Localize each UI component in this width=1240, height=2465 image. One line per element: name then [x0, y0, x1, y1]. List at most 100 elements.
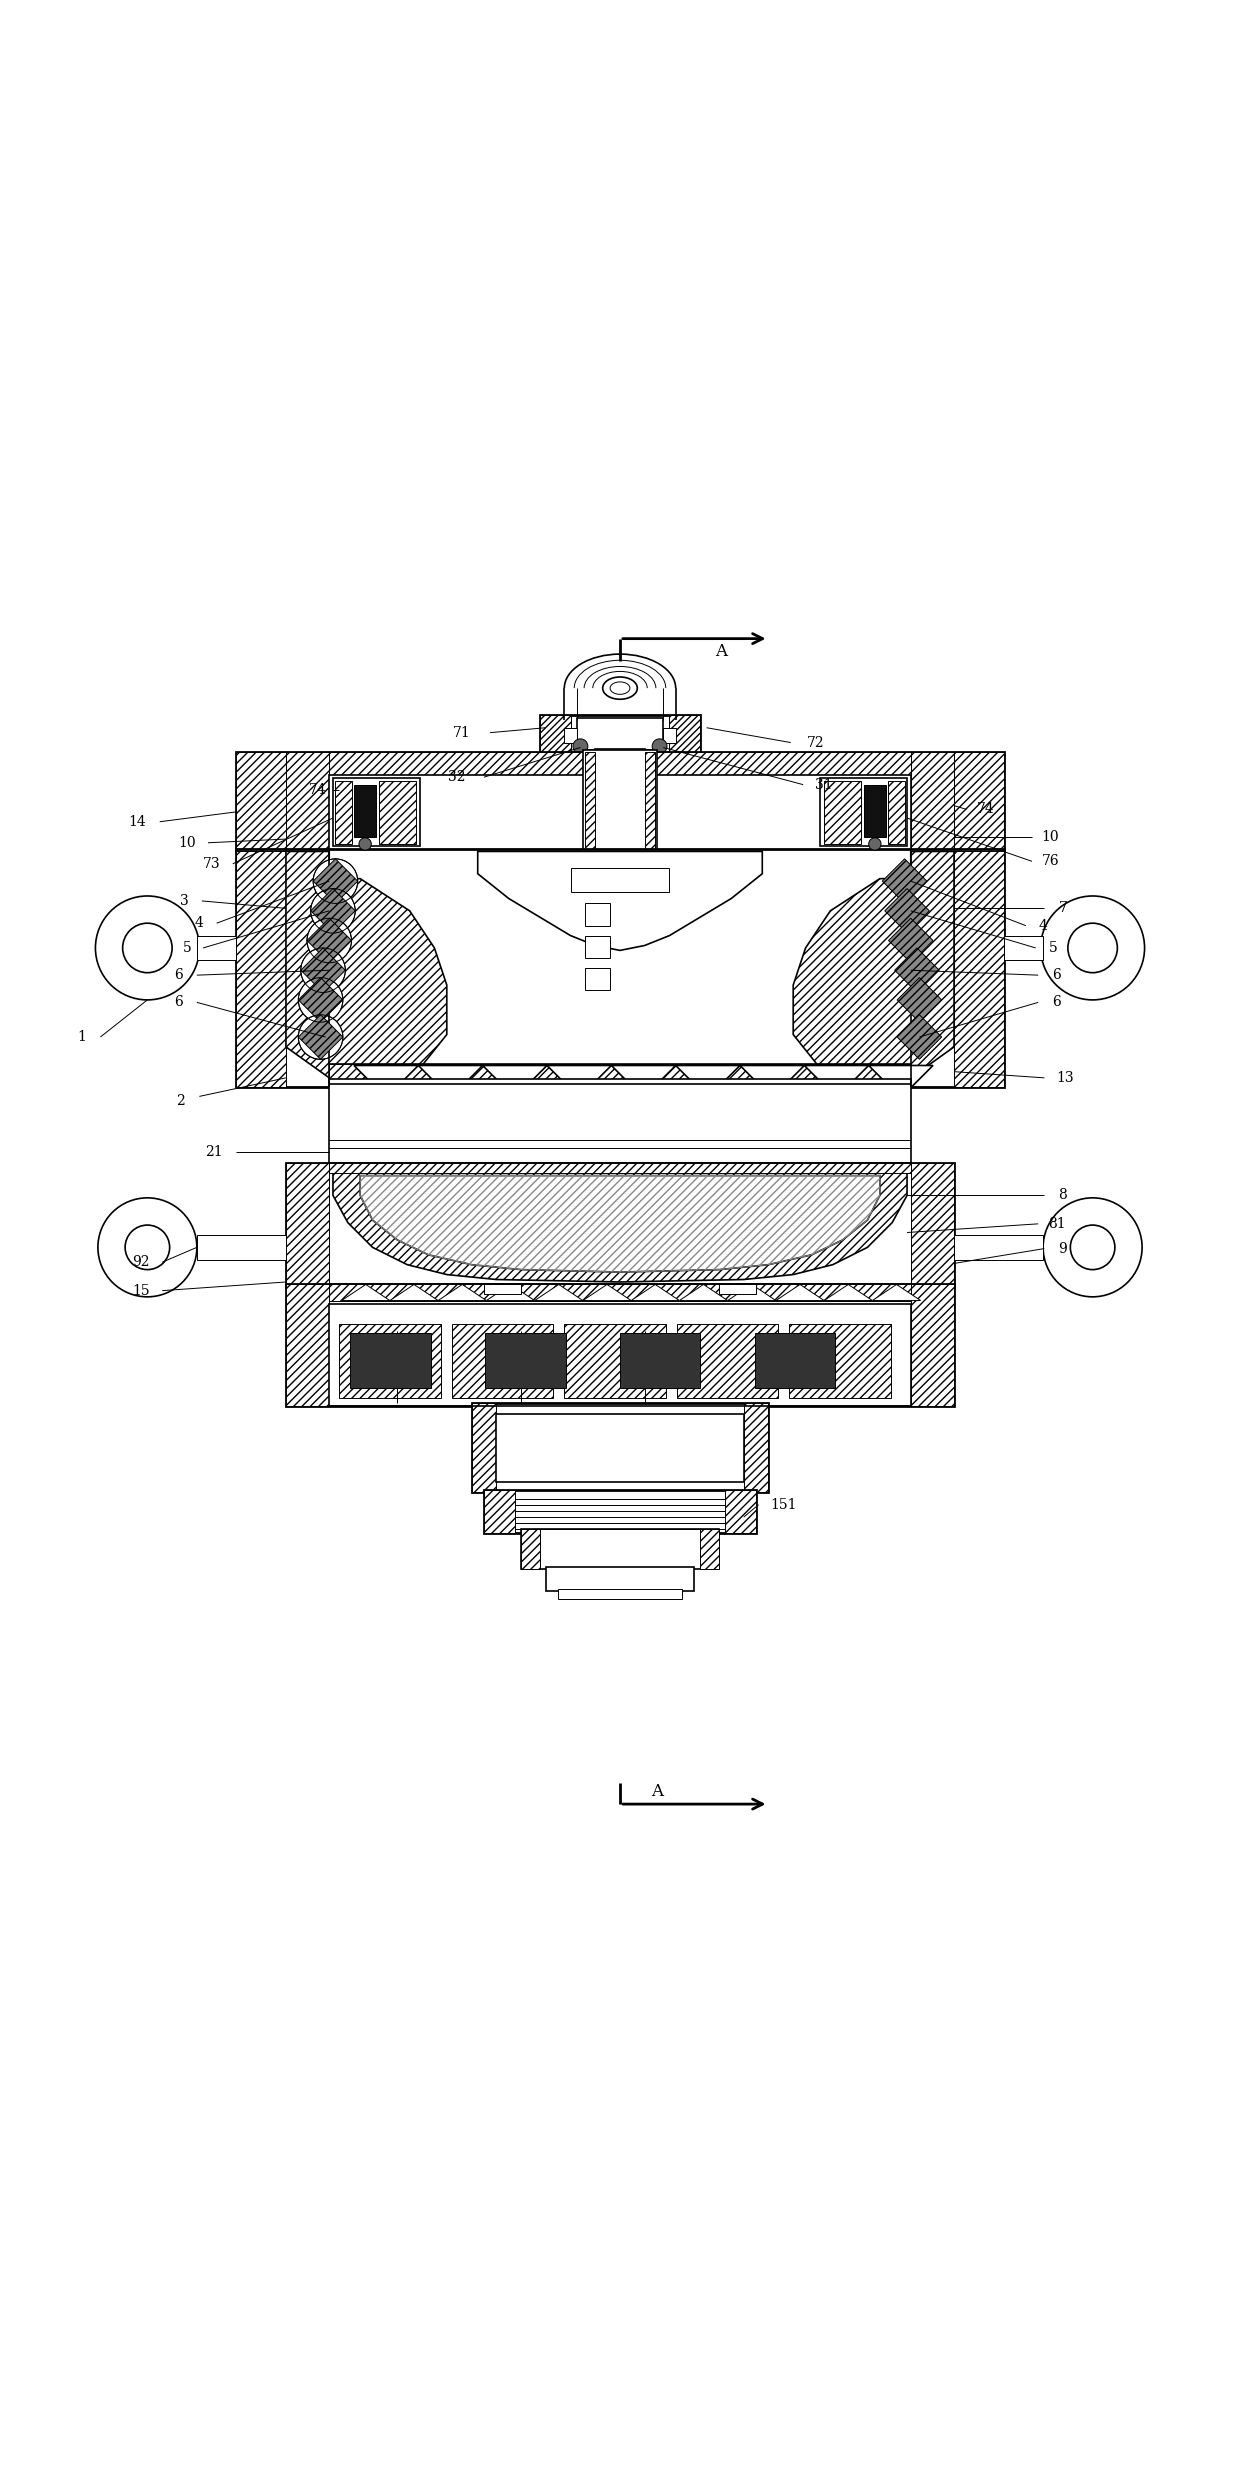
Polygon shape [360, 1176, 880, 1272]
Bar [546, 1568, 694, 1592]
Polygon shape [534, 1284, 583, 1302]
Text: 81: 81 [1048, 1218, 1065, 1230]
Text: 5: 5 [1049, 942, 1058, 954]
Bar [237, 752, 1003, 850]
Polygon shape [825, 781, 862, 843]
Polygon shape [471, 1403, 496, 1491]
Bar [583, 749, 657, 850]
Text: 9: 9 [1059, 1242, 1068, 1255]
Polygon shape [477, 850, 763, 951]
Text: A: A [651, 1782, 663, 1799]
Polygon shape [237, 850, 286, 1087]
Bar [564, 727, 577, 742]
Circle shape [95, 895, 200, 1001]
Bar [286, 1163, 954, 1287]
Polygon shape [334, 1171, 906, 1282]
Bar [471, 1403, 769, 1491]
Text: 92: 92 [133, 1255, 150, 1269]
Polygon shape [286, 752, 330, 850]
Circle shape [299, 979, 343, 1023]
Circle shape [1070, 1225, 1115, 1269]
Bar [539, 715, 701, 752]
Text: 76: 76 [1042, 855, 1059, 868]
Polygon shape [680, 1284, 728, 1302]
Polygon shape [342, 1284, 389, 1302]
Bar [1003, 937, 1043, 961]
Text: 14: 14 [129, 816, 146, 828]
Polygon shape [521, 1528, 539, 1570]
Polygon shape [301, 949, 345, 993]
Text: A: A [715, 643, 728, 661]
Bar [451, 1324, 553, 1398]
Polygon shape [583, 1284, 631, 1302]
Circle shape [123, 924, 172, 974]
Text: 4: 4 [1039, 919, 1048, 932]
Polygon shape [869, 1065, 932, 1097]
Polygon shape [883, 858, 926, 902]
Circle shape [358, 838, 371, 850]
Polygon shape [314, 858, 357, 902]
Polygon shape [547, 1065, 611, 1097]
Bar [570, 868, 670, 892]
Polygon shape [744, 1403, 769, 1491]
Bar [197, 1235, 286, 1260]
Polygon shape [418, 1065, 482, 1097]
Text: 1: 1 [77, 1030, 87, 1045]
Bar [286, 1284, 954, 1405]
Polygon shape [585, 752, 595, 850]
Text: 4: 4 [195, 917, 203, 929]
Polygon shape [670, 715, 701, 752]
Polygon shape [776, 1284, 825, 1302]
Text: 6: 6 [1053, 969, 1061, 981]
Polygon shape [299, 979, 343, 1023]
Bar [496, 1415, 744, 1481]
Text: 13: 13 [1056, 1070, 1074, 1085]
Bar [237, 848, 1003, 1087]
Bar [719, 1284, 756, 1294]
Bar [663, 727, 676, 742]
Polygon shape [740, 1065, 805, 1097]
Polygon shape [299, 1016, 343, 1060]
Bar [821, 779, 906, 845]
Polygon shape [897, 979, 941, 1023]
Polygon shape [286, 1163, 330, 1287]
Polygon shape [336, 781, 351, 843]
Text: 72: 72 [807, 735, 825, 749]
Polygon shape [954, 752, 1003, 850]
Bar [340, 1324, 440, 1398]
Bar [334, 779, 419, 845]
Bar [954, 1235, 1043, 1260]
Polygon shape [482, 1065, 547, 1097]
Polygon shape [825, 1284, 873, 1302]
Polygon shape [611, 1065, 676, 1097]
Text: 73: 73 [203, 858, 221, 870]
Bar [197, 937, 237, 961]
Circle shape [1068, 924, 1117, 974]
Bar [595, 749, 645, 769]
Bar [353, 784, 376, 836]
Text: 10: 10 [1042, 831, 1059, 843]
Circle shape [308, 919, 351, 964]
Text: 32: 32 [448, 769, 465, 784]
Bar [330, 1304, 910, 1405]
Circle shape [869, 838, 882, 850]
Bar [521, 1528, 719, 1570]
Text: 5: 5 [182, 942, 191, 954]
Bar [585, 902, 610, 927]
Polygon shape [889, 919, 932, 964]
Polygon shape [330, 752, 910, 774]
Text: 151: 151 [770, 1499, 796, 1511]
Polygon shape [631, 1284, 680, 1302]
Polygon shape [805, 1065, 869, 1097]
Circle shape [125, 1225, 170, 1269]
Bar [330, 774, 910, 850]
Text: 10: 10 [179, 836, 196, 850]
Polygon shape [389, 1284, 438, 1302]
Text: 21: 21 [206, 1146, 223, 1159]
Text: 8: 8 [1059, 1188, 1068, 1203]
Polygon shape [728, 1284, 776, 1302]
Circle shape [301, 949, 345, 993]
Circle shape [314, 858, 357, 902]
Bar [755, 1334, 836, 1388]
Polygon shape [311, 887, 355, 934]
